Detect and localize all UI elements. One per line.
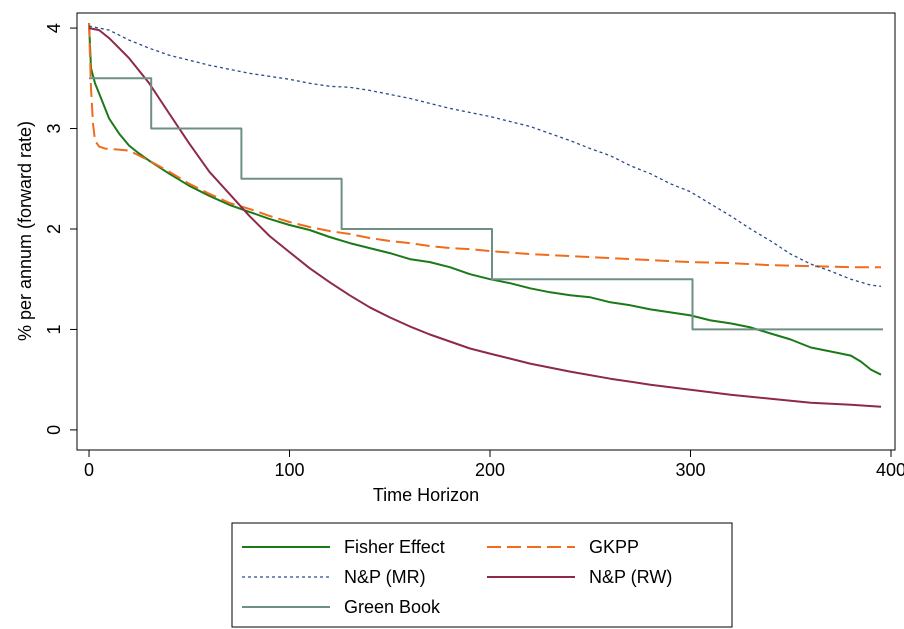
series-line-4 [89,77,883,331]
y-axis-title: % per annum (forward rate) [15,121,35,341]
x-tick-label-2: 200 [475,460,505,480]
legend-label-2: N&P (MR) [344,567,426,587]
x-tick-label-4: 400 [876,460,904,480]
legend-label-4: Green Book [344,597,441,617]
legend-label-3: N&P (RW) [589,567,672,587]
y-tick-label-1: 1 [44,324,64,334]
legend: Fisher Effect GKPP N&P (MR) N&P (RW) Green B… [231,522,733,628]
plot-area [76,12,896,451]
x-tick-label-3: 300 [675,460,705,480]
y-tick-label-3: 3 [44,124,64,134]
series-line-1 [88,22,881,269]
x-axis: 0 100 200 300 400 [84,450,904,480]
legend-frame [231,522,733,628]
series-line-3 [88,27,882,408]
y-axis: 0 1 2 3 4 [44,23,77,435]
y-tick-label-0: 0 [44,425,64,435]
x-axis-title: Time Horizon [373,485,479,505]
series-layer [88,22,883,408]
plot-frame [76,12,896,451]
legend-label-0: Fisher Effect [344,537,445,557]
x-tick-label-0: 0 [84,460,94,480]
y-tick-label-4: 4 [44,23,64,33]
y-tick-label-2: 2 [44,224,64,234]
legend-items: Fisher Effect GKPP N&P (MR) N&P (RW) Green B… [242,537,672,617]
x-tick-label-1: 100 [274,460,304,480]
series-line-2 [88,25,882,287]
legend-label-1: GKPP [589,537,639,557]
